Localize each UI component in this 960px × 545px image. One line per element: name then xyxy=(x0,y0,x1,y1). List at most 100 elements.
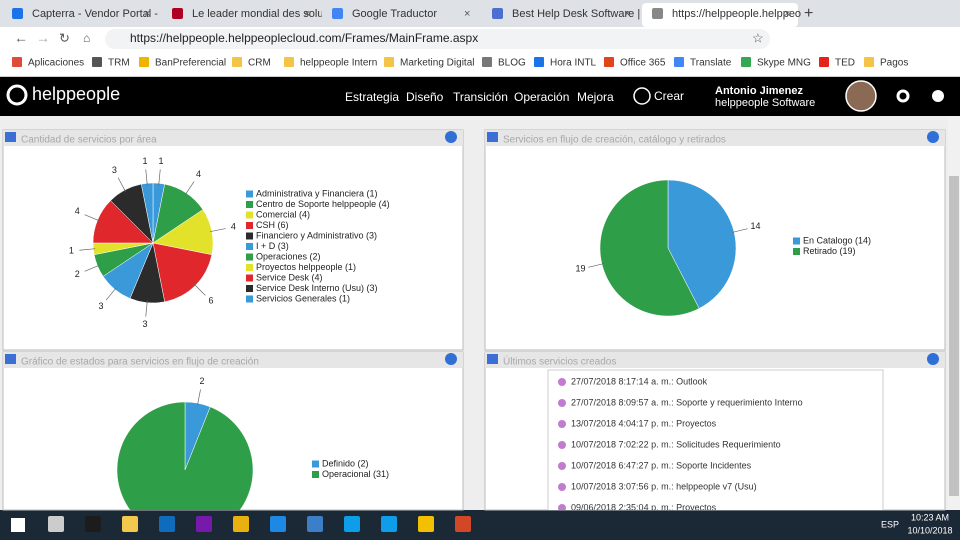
clock-time: 10:23 AM xyxy=(911,512,949,522)
address-bar[interactable] xyxy=(105,29,770,49)
taskbar-app[interactable] xyxy=(196,516,212,532)
nav-item[interactable]: Estrategia xyxy=(345,90,399,104)
bookmark-icon xyxy=(534,57,544,67)
bookmark[interactable]: CRM xyxy=(248,58,271,69)
recent-list: 27/07/2018 8:17:14 a. m.: Outlook 27/07/2… xyxy=(547,369,884,512)
tab-close[interactable]: × xyxy=(464,8,470,20)
list-item[interactable]: 27/07/2018 8:17:14 a. m.: Outlook xyxy=(571,376,708,386)
bookmark-icon xyxy=(741,57,751,67)
list-item[interactable]: 10/07/2018 3:07:56 p. m.: helppeople v7 … xyxy=(571,481,757,491)
info-button[interactable] xyxy=(445,131,457,143)
info-button[interactable] xyxy=(445,353,457,365)
app-header xyxy=(0,77,960,116)
bookmark-icon xyxy=(384,57,394,67)
legend-label: Centro de Soporte helppeople (4) xyxy=(256,199,390,209)
bookmark[interactable]: Hora INTL xyxy=(550,58,597,69)
tab[interactable] xyxy=(162,3,318,27)
nav-item[interactable]: Operación xyxy=(514,90,569,104)
tab[interactable] xyxy=(482,3,638,27)
panel-header xyxy=(3,352,463,368)
slice-label: 3 xyxy=(98,301,103,311)
reload-button[interactable]: ↻ xyxy=(59,30,70,45)
taskbar-app[interactable] xyxy=(233,516,249,532)
legend-label: Financiero y Administrativo (3) xyxy=(256,230,377,240)
bookmark[interactable]: BLOG xyxy=(498,58,526,69)
taskbar-app[interactable] xyxy=(344,516,360,532)
scroll-thumb[interactable] xyxy=(949,176,959,496)
leader-line xyxy=(588,263,604,268)
forward-button[interactable]: → xyxy=(36,30,50,46)
slice-label: 3 xyxy=(142,319,147,329)
list-item[interactable]: 09/06/2018 2:35:04 p. m.: Proyectos xyxy=(571,502,717,512)
tab-close[interactable]: × xyxy=(624,8,630,20)
tab-icon xyxy=(172,8,183,19)
slice-label: 2 xyxy=(75,269,80,279)
help-button[interactable] xyxy=(932,90,944,102)
list-item[interactable]: 27/07/2018 8:09:57 a. m.: Soporte y requ… xyxy=(571,397,803,407)
nav-item[interactable]: Diseño xyxy=(406,90,444,104)
nav-item[interactable]: Transición xyxy=(453,90,508,104)
leader-line xyxy=(193,283,206,296)
bookmark[interactable]: Pagos xyxy=(880,58,908,69)
slice-label: 4 xyxy=(75,206,80,216)
nav-item[interactable]: Mejora xyxy=(577,90,614,104)
taskbar-app[interactable] xyxy=(85,516,101,532)
bookmark[interactable]: TRM xyxy=(108,58,130,69)
list-item[interactable]: 10/07/2018 7:02:22 p. m.: Solicitudes Re… xyxy=(571,439,781,449)
taskbar-app[interactable] xyxy=(381,516,397,532)
tab-title: Google Traductor xyxy=(352,8,437,20)
back-button[interactable]: ← xyxy=(14,30,28,46)
bookmark[interactable]: helppeople Intern xyxy=(300,58,377,69)
slice-label: 3 xyxy=(112,165,117,175)
tab-close[interactable]: × xyxy=(784,8,790,20)
bookmark[interactable]: Office 365 xyxy=(620,58,666,69)
tab-icon xyxy=(492,8,503,19)
tab-title: https://helppeople.helppeo xyxy=(672,8,801,20)
pie-slice xyxy=(116,401,254,510)
taskbar-app[interactable] xyxy=(159,516,175,532)
create-button[interactable]: Crear xyxy=(654,89,684,103)
tab[interactable] xyxy=(2,3,158,27)
start-button[interactable] xyxy=(11,518,25,532)
legend-swatch xyxy=(246,201,253,208)
taskbar-app[interactable] xyxy=(122,516,138,532)
taskbar-app[interactable] xyxy=(48,516,64,532)
leader-line xyxy=(197,389,201,406)
brand: helppeople xyxy=(32,84,120,104)
bookmark[interactable]: Marketing Digital xyxy=(400,58,474,69)
panel-icon xyxy=(487,132,498,142)
info-button[interactable] xyxy=(927,131,939,143)
tab-close[interactable]: × xyxy=(304,8,310,20)
bookmark-icon xyxy=(139,57,149,67)
bookmark[interactable]: Aplicaciones xyxy=(28,58,84,69)
bookmark[interactable]: BanPreferencial xyxy=(155,58,226,69)
tab-close[interactable]: × xyxy=(144,8,150,20)
taskbar-app[interactable] xyxy=(418,516,434,532)
bookmark[interactable]: Translate xyxy=(690,58,732,69)
list-item[interactable]: 13/07/2018 4:04:17 p. m.: Proyectos xyxy=(571,418,717,428)
tab[interactable] xyxy=(322,3,478,27)
leader-line xyxy=(117,177,126,193)
legend-label: Servicios Generales (1) xyxy=(256,293,350,303)
bookmark[interactable]: Skype MNG xyxy=(757,58,811,69)
star-button[interactable]: ☆ xyxy=(752,30,764,45)
legend-swatch xyxy=(793,248,800,255)
taskbar-app[interactable] xyxy=(307,516,323,532)
tab[interactable] xyxy=(642,3,798,27)
info-button[interactable] xyxy=(927,353,939,365)
leader-line xyxy=(145,300,148,317)
language: ESP xyxy=(881,519,899,529)
bookmark-icon xyxy=(674,57,684,67)
leader-line xyxy=(145,169,148,186)
taskbar-app[interactable] xyxy=(455,516,471,532)
settings-button[interactable] xyxy=(896,89,910,103)
brand-logo xyxy=(6,84,28,106)
legend-swatch xyxy=(246,264,253,271)
legend-label: Operaciones (2) xyxy=(256,251,321,261)
taskbar-app[interactable] xyxy=(270,516,286,532)
home-button[interactable]: ⌂ xyxy=(83,31,90,45)
bookmark[interactable]: TED xyxy=(835,58,855,69)
list-item[interactable]: 10/07/2018 6:47:27 p. m.: Soporte Incide… xyxy=(571,460,752,470)
new-tab[interactable]: + xyxy=(804,5,813,22)
